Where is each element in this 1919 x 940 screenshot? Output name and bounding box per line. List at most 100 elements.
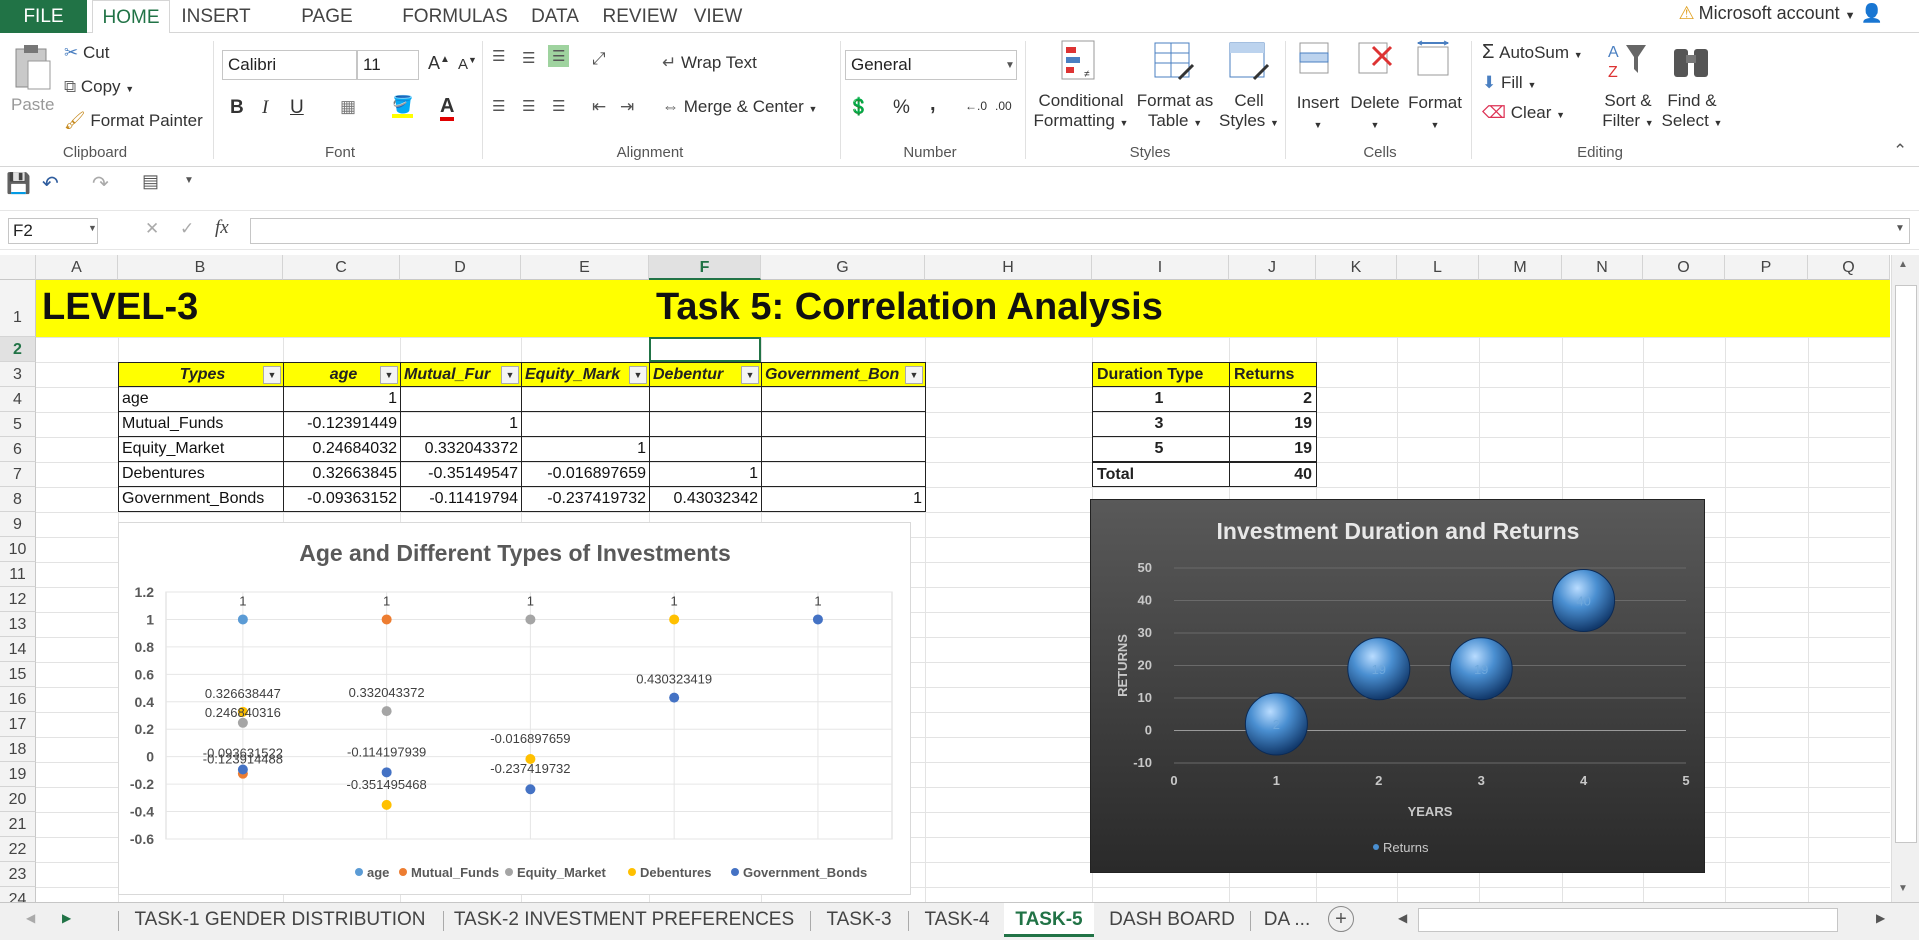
column-header[interactable]: D [400,255,521,280]
add-sheet-button[interactable]: + [1328,906,1354,932]
tab-review[interactable]: REVIEW [602,6,678,27]
find-select-button[interactable]: Find & Select ▼ [1660,91,1724,131]
sheet-tab-more[interactable]: DA ... [1263,909,1311,930]
table-cell[interactable] [649,387,762,412]
column-header[interactable]: H [925,255,1092,280]
table-cell[interactable] [761,462,926,487]
column-header[interactable]: P [1725,255,1808,280]
table-cell[interactable]: 1 [761,487,926,512]
copy-button[interactable]: ⧉ Copy ▼ [64,77,134,97]
percent-style-button[interactable]: % [893,97,910,118]
column-header[interactable]: J [1229,255,1316,280]
redo-button[interactable]: ↷ [92,171,109,196]
row-header[interactable]: 4 [0,387,36,412]
increase-indent-button[interactable]: ⇥ [620,97,634,117]
duration-cell[interactable]: 19 [1229,437,1317,462]
sheet-tab-task1[interactable]: TASK-1 GENDER DISTRIBUTION [134,909,426,930]
table-cell[interactable]: 1 [400,412,522,437]
tab-file[interactable]: FILE [0,0,87,33]
row-header[interactable]: 20 [0,787,36,812]
horizontal-scrollbar-thumb[interactable] [1418,908,1838,932]
paste-button[interactable] [10,41,54,100]
row-header[interactable]: 10 [0,537,36,562]
duration-returns-chart[interactable]: Investment Duration and Returns 50 40 30 20 1… [1090,499,1705,873]
scrollbar-thumb[interactable] [1895,285,1917,843]
column-header[interactable]: F [649,255,761,280]
cell-styles-button[interactable]: Cell Styles ▼ [1218,91,1280,131]
prev-sheet-icon[interactable]: ◀ [26,911,36,925]
column-header[interactable]: C [283,255,400,280]
tab-insert[interactable]: INSERT [181,6,251,27]
number-format-select[interactable]: General [845,50,1017,80]
row-header[interactable]: 13 [0,612,36,637]
next-sheet-icon[interactable]: ▶ [62,911,72,925]
duration-cell[interactable]: 2 [1229,387,1317,412]
sheet-tab-task2[interactable]: TASK-2 INVESTMENT PREFERENCES [453,909,795,930]
table-cell[interactable]: age [118,387,284,412]
formula-input[interactable] [250,218,1910,244]
row-header[interactable]: 3 [0,362,36,387]
save-button[interactable]: 💾 [6,171,31,196]
row-header[interactable]: 6 [0,437,36,462]
table-header-cell[interactable]: Debentur ▼ [649,362,762,387]
row-header[interactable]: 15 [0,662,36,687]
row-header[interactable]: 2 [0,337,36,362]
comma-style-button[interactable]: , [930,93,936,115]
table-header-cell[interactable]: Types ▼ [118,362,284,387]
account-menu[interactable]: ⚠ Microsoft account ▼ 👤 [1678,3,1883,24]
table-cell[interactable]: Equity_Market [118,437,284,462]
tab-page-layout[interactable]: PAGE LAYOUT [290,6,365,60]
insert-cells-button[interactable]: Insert ▼ [1296,93,1340,133]
column-header[interactable]: I [1092,255,1229,280]
row-header[interactable]: 7 [0,462,36,487]
autosum-button[interactable]: Σ AutoSum ▼ [1482,41,1583,64]
duration-cell[interactable]: 1 [1092,387,1230,412]
column-header[interactable]: O [1643,255,1725,280]
table-cell[interactable] [400,387,522,412]
total-cell[interactable]: 40 [1229,462,1317,487]
duration-cell[interactable]: 5 [1092,437,1230,462]
decrease-indent-button[interactable]: ⇤ [592,97,606,117]
fill-color-button[interactable]: 🪣 [392,95,414,118]
tab-data[interactable]: DATA [531,6,579,27]
table-cell[interactable]: Government_Bonds [118,487,284,512]
align-right-button[interactable]: ☰ [552,97,565,115]
bold-button[interactable]: B [230,97,244,118]
insert-function-icon[interactable]: fx [215,217,229,238]
row-header[interactable]: 12 [0,587,36,612]
column-header[interactable]: E [521,255,649,280]
row-header[interactable]: 1 [0,280,36,337]
expand-formula-bar-icon[interactable]: ▼ [1895,223,1905,234]
filter-dropdown-icon[interactable]: ▼ [263,366,281,384]
customize-qat-button[interactable]: ▼ [184,175,194,186]
table-cell[interactable]: -0.12391449 [283,412,401,437]
format-as-table-button[interactable]: Format as Table ▼ [1134,91,1216,131]
row-header[interactable]: 19 [0,762,36,787]
tab-view[interactable]: VIEW [693,6,743,27]
sheet-tab-task5[interactable]: TASK-5 [1004,903,1094,937]
row-header[interactable]: 14 [0,637,36,662]
align-left-button[interactable]: ☰ [492,97,505,115]
confirm-entry-icon[interactable]: ✓ [180,219,195,238]
row-header[interactable]: 18 [0,737,36,762]
table-cell[interactable] [521,387,650,412]
table-header-cell[interactable]: Mutual_Fur ▼ [400,362,522,387]
table-cell[interactable] [649,437,762,462]
fill-button[interactable]: ⬇ Fill ▼ [1482,73,1536,93]
row-header[interactable]: 23 [0,862,36,887]
row-header[interactable]: 8 [0,487,36,512]
table-cell[interactable] [521,412,650,437]
row-header[interactable]: 17 [0,712,36,737]
table-cell[interactable] [761,437,926,462]
row-header[interactable]: 16 [0,687,36,712]
accounting-format-button[interactable]: 💲 [848,97,869,117]
form-button[interactable]: ▤ [142,171,159,192]
sheet-tab-dashboard[interactable]: DASH BOARD [1109,909,1235,930]
wrap-text-button[interactable]: ↵ Wrap Text [662,53,757,73]
tab-formulas[interactable]: FORMULAS [402,6,508,27]
column-header[interactable]: B [118,255,283,280]
conditional-formatting-button[interactable]: Conditional Formatting ▼ [1032,91,1130,131]
age-investments-chart[interactable]: Age and Different Types of Investments 1.… [118,522,911,895]
collapse-ribbon-button[interactable]: ⌃ [1893,141,1907,161]
table-cell[interactable]: -0.35149547 [400,462,522,487]
